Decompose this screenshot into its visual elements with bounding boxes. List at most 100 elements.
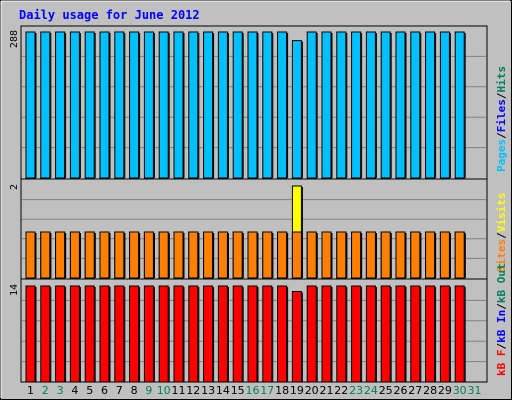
bar-sites [454,231,465,279]
bar-kb_f [351,285,362,383]
bar-pages [277,31,288,179]
bar-pages [114,31,125,179]
x-tick-label-day-27: 27 [408,384,422,397]
bar-kb_f [217,285,228,383]
x-tick-label-day-18: 18 [275,384,289,397]
bar-pages [173,31,184,179]
bar-pages [99,31,110,179]
panel-legend: kB F/kB In/kB Out [495,263,508,376]
x-tick-label-day-22: 22 [334,384,348,397]
bar-kb_f [40,285,51,383]
x-tick-label-day-24: 24 [364,384,378,397]
bar-pages [232,31,243,179]
bar-pages [143,31,154,179]
panel-legend: Sites/Visits [495,193,508,273]
x-tick-label-day-21: 21 [320,384,334,397]
bar-pages [439,31,450,179]
bar-sites [306,231,317,279]
bar-sites [351,231,362,279]
bar-pages [365,31,376,179]
x-tick-label-day-12: 12 [186,384,200,397]
legend-entry: kB Out [495,263,508,303]
bar-sites [40,231,51,279]
bar-sites [158,231,169,279]
x-tick-label-day-2: 2 [42,384,49,397]
chart-title: Daily usage for June 2012 [19,8,200,22]
y-max-label: 288 [9,30,20,48]
x-tick-label-day-17: 17 [260,384,274,397]
bar-kb_f [232,285,243,383]
bar-kb_f [129,285,140,383]
bar-sites [173,231,184,279]
bar-pages [351,31,362,179]
bar-pages [188,31,199,179]
legend-entry: kB In [495,310,508,343]
x-tick-label-day-3: 3 [57,384,64,397]
bar-sites [380,231,391,279]
bar-sites [439,231,450,279]
x-tick-label-day-25: 25 [379,384,393,397]
bar-sites [410,231,421,279]
bar-kb_f [99,285,110,383]
legend-entry: kB F [495,350,508,377]
x-tick-label-day-16: 16 [246,384,260,397]
bar-sites [291,231,302,279]
bar-pages [247,31,258,179]
bar-sites [84,231,95,279]
bar-kb_f [336,285,347,383]
x-tick-label-day-8: 8 [131,384,138,397]
bar-pages [203,31,214,179]
legend-entry: / [495,343,508,350]
bar-kb_f [25,285,36,383]
legend-entry: / [495,92,508,99]
bar-sites [217,231,228,279]
bar-kb_f [291,290,302,383]
bar-pages [129,31,140,179]
bar-kb_f [188,285,199,383]
bar-pages [410,31,421,179]
bar-sites [188,231,199,279]
legend-entry: / [495,132,508,139]
x-tick-label-day-29: 29 [438,384,452,397]
x-tick-label-day-7: 7 [116,384,123,397]
bar-sites [321,231,332,279]
bar-pages [69,31,80,179]
legend-entry: Visits [495,193,508,233]
bar-pages [321,31,332,179]
x-tick-label-day-14: 14 [216,384,230,397]
x-tick-label-day-15: 15 [231,384,245,397]
bar-sites [55,231,66,279]
bar-sites [143,231,154,279]
bar-kb_f [84,285,95,383]
bar-sites [247,231,258,279]
x-tick-label-day-26: 26 [394,384,408,397]
bar-pages [262,31,273,179]
bar-pages [454,31,465,179]
bar-pages [291,40,302,179]
bar-sites [277,231,288,279]
bar-pages [55,31,66,179]
bar-kb_f [143,285,154,383]
bar-pages [25,31,36,179]
bar-kb_f [365,285,376,383]
y-max-label: 14 [9,284,20,296]
x-tick-label-day-19: 19 [290,384,304,397]
bar-sites [114,231,125,279]
bar-sites [129,231,140,279]
x-tick-label-day-4: 4 [71,384,78,397]
x-tick-label-day-11: 11 [172,384,186,397]
bar-pages [380,31,391,179]
bar-kb_f [454,285,465,383]
panel-legend: Pages/Files/Hits [495,66,508,172]
bar-kb_f [55,285,66,383]
bar-pages [217,31,228,179]
bar-pages [425,31,436,179]
bar-kb_f [114,285,125,383]
bar-kb_f [158,285,169,383]
bar-sites [336,231,347,279]
bar-sites [25,231,36,279]
bar-sites [203,231,214,279]
bar-sites [425,231,436,279]
bar-sites [365,231,376,279]
